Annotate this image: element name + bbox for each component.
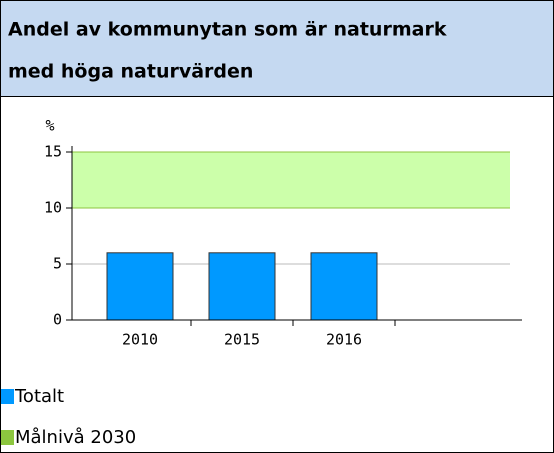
legend-swatch — [1, 389, 14, 404]
legend-label: Totalt — [14, 386, 64, 407]
target-band — [72, 152, 510, 208]
header — [0, 0, 554, 97]
x-tick-label: 2010 — [122, 331, 158, 349]
legend-label: Målnivå 2030 — [15, 427, 136, 448]
y-tick-label: 0 — [53, 311, 62, 329]
title-line: med höga naturvärden — [8, 61, 253, 83]
y-tick-label: 5 — [53, 255, 62, 273]
bar — [310, 252, 378, 321]
bar — [208, 252, 276, 321]
y-axis-label: % — [45, 117, 54, 135]
y-tick-label: 15 — [44, 143, 62, 161]
x-tick-label: 2016 — [326, 331, 362, 349]
bar — [106, 252, 174, 321]
x-tick-label: 2015 — [224, 331, 260, 349]
legend-swatch — [1, 430, 14, 445]
y-tick-label: 10 — [44, 199, 62, 217]
title-line: Andel av kommunytan som är naturmark — [8, 19, 447, 41]
